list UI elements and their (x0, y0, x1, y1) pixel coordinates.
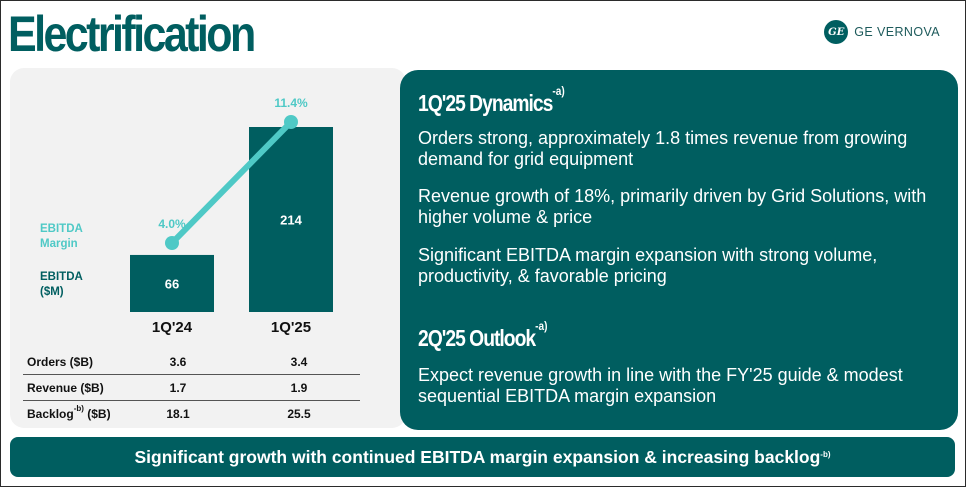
bar-value-label: 214 (280, 213, 302, 228)
footnote-marker: -b) (73, 404, 84, 413)
x-tick-label: 1Q'24 (152, 319, 193, 336)
metric-row-orders: Orders ($B) 3.6 3.4 (23, 349, 360, 375)
metrics-table: Orders ($B) 3.6 3.4 Revenue ($B) 1.7 1.9… (23, 349, 360, 426)
banner-text: Significant growth with continued EBITDA… (134, 446, 821, 467)
bar-ebitda-0 (130, 254, 214, 312)
dynamics-bullet: Orders strong, approximately 1.8 times r… (418, 128, 908, 169)
metric-value-1q25: 1.9 (290, 381, 308, 395)
chart-panel (10, 68, 406, 428)
page-title: Electrification (8, 6, 256, 62)
footnote-marker: -b) (820, 449, 831, 459)
metric-value-1q25: 3.4 (290, 355, 308, 369)
metric-label: Orders ($B) (27, 355, 94, 369)
metric-value-1q24: 1.7 (169, 381, 187, 395)
brand: GE GE VERNOVA (824, 20, 940, 44)
margin-line (169, 119, 294, 246)
margin-point (284, 115, 298, 129)
legend-ebitda-margin: EBITDA Margin (40, 222, 83, 252)
metric-value-1q24: 18.1 (166, 407, 190, 421)
bar-ebitda-1 (249, 127, 333, 312)
dynamics-bullet: Revenue growth of 18%, primarily driven … (418, 186, 927, 227)
margin-value-label: 11.4% (274, 96, 308, 110)
summary-banner: Significant growth with continued EBITDA… (10, 437, 955, 477)
margin-point (165, 236, 179, 250)
metric-row-revenue: Revenue ($B) 1.7 1.9 (23, 375, 360, 401)
outlook-title-text: 2Q'25 Outlook (418, 325, 536, 351)
outlook-bullet: Expect revenue growth in line with the F… (418, 365, 903, 406)
legend-ebitda-line1: EBITDA (40, 271, 83, 283)
ge-logo-icon: GE (824, 20, 849, 44)
outlook-title: 2Q'25 Outlook-a) (418, 319, 547, 352)
legend-ebitda: EBITDA ($M) (40, 270, 83, 300)
x-tick-label: 1Q'25 (271, 319, 311, 336)
legend-margin-line2: Margin (40, 238, 78, 250)
metric-row-backlog: Backlog-b) ($B) 18.1 25.5 (23, 401, 360, 426)
legend-ebitda-line2: ($M) (40, 286, 64, 298)
metric-value-1q24: 3.6 (169, 355, 187, 369)
legend-margin-line1: EBITDA (40, 223, 83, 235)
dynamics-title-text: 1Q'25 Dynamics (418, 90, 553, 116)
metric-value-1q25: 25.5 (287, 407, 311, 421)
commentary-panel: 1Q'25 Dynamics-a) Orders strong, approxi… (400, 70, 958, 430)
footnote-marker: -a) (552, 84, 565, 98)
dynamics-bullet: Significant EBITDA margin expansion with… (418, 245, 878, 286)
metric-label-text: Backlog (27, 407, 74, 421)
dynamics-title: 1Q'25 Dynamics-a) (418, 84, 565, 117)
brand-name: GE VERNOVA (854, 25, 940, 39)
bar-value-label: 66 (165, 276, 179, 291)
footnote-marker: -a) (535, 319, 548, 333)
metric-label: Revenue ($B) (27, 381, 104, 395)
margin-value-label: 4.0% (158, 217, 186, 231)
metric-label-suffix: ($B) (83, 407, 111, 421)
metric-label: Backlog-b) ($B) (27, 404, 111, 421)
